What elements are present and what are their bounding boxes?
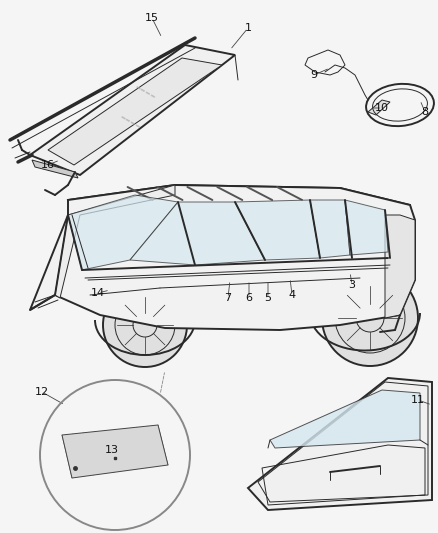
Polygon shape: [30, 185, 415, 330]
Circle shape: [322, 270, 418, 366]
Polygon shape: [368, 100, 390, 115]
Text: 6: 6: [246, 293, 252, 303]
Text: 1: 1: [244, 23, 251, 33]
Text: 15: 15: [145, 13, 159, 23]
Text: 5: 5: [265, 293, 272, 303]
Polygon shape: [68, 195, 178, 270]
Text: 11: 11: [411, 395, 425, 405]
Text: 8: 8: [421, 107, 428, 117]
Polygon shape: [130, 202, 265, 265]
Text: 10: 10: [375, 103, 389, 113]
Text: ====: ====: [118, 114, 141, 131]
Text: 7: 7: [224, 293, 232, 303]
Polygon shape: [310, 200, 350, 258]
Polygon shape: [235, 200, 320, 260]
Text: 12: 12: [35, 387, 49, 397]
Polygon shape: [385, 215, 415, 318]
Text: 14: 14: [91, 288, 105, 298]
Polygon shape: [270, 390, 420, 448]
Polygon shape: [55, 185, 175, 298]
Text: 3: 3: [349, 280, 356, 290]
Text: 9: 9: [311, 70, 318, 80]
Circle shape: [103, 283, 187, 367]
Polygon shape: [30, 45, 235, 175]
Text: ====: ====: [133, 84, 157, 101]
Polygon shape: [68, 185, 412, 218]
Text: 13: 13: [105, 445, 119, 455]
Polygon shape: [62, 425, 168, 478]
Text: 16: 16: [41, 160, 55, 170]
Text: 4: 4: [289, 290, 296, 300]
Polygon shape: [32, 160, 78, 178]
Polygon shape: [248, 378, 432, 510]
Polygon shape: [345, 200, 388, 255]
Polygon shape: [48, 58, 222, 165]
